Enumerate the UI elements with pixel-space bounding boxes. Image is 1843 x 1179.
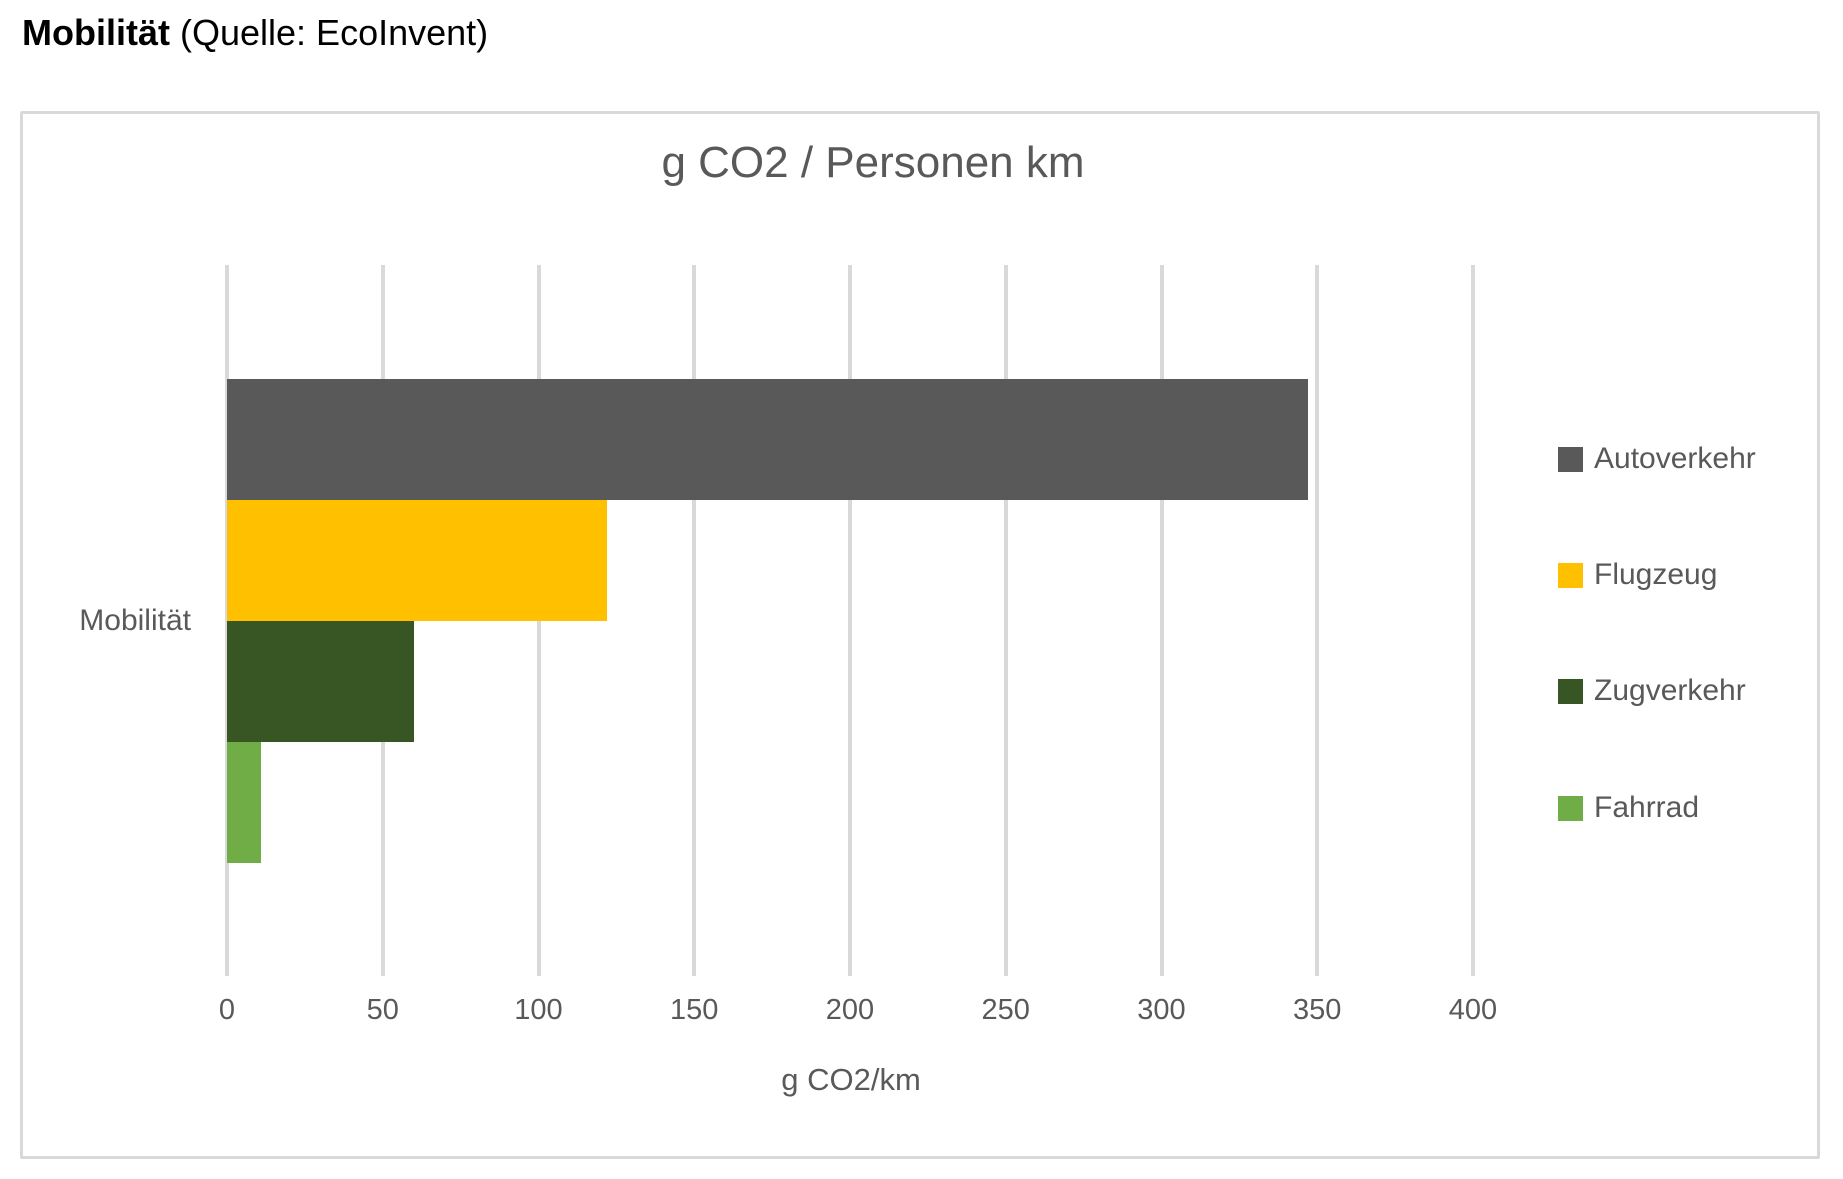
legend-label-zugverkehr: Zugverkehr <box>1594 674 1746 707</box>
chart-title: g CO2 / Personen km <box>661 138 1085 187</box>
legend-swatch-zugverkehr <box>1558 678 1583 704</box>
x-tick-350: 350 <box>1293 994 1342 1026</box>
legend-swatch-autoverkehr <box>1558 446 1583 472</box>
legend-swatch-flugzeug <box>1558 562 1583 588</box>
legend-label-flugzeug: Flugzeug <box>1594 558 1718 591</box>
x-tick-250: 250 <box>981 994 1030 1026</box>
legend-item-autoverkehr: Autoverkehr <box>1558 442 1756 476</box>
page-title: Mobilität (Quelle: EcoInvent) <box>22 12 488 54</box>
bar-fahrrad <box>227 742 262 863</box>
legend-item-zugverkehr: Zugverkehr <box>1558 674 1746 708</box>
bar-flugzeug <box>227 500 608 621</box>
x-tick-100: 100 <box>514 994 563 1026</box>
x-axis-title: g CO2/km <box>781 1062 921 1097</box>
gridline-x-150 <box>692 265 697 976</box>
legend-label-autoverkehr: Autoverkehr <box>1594 442 1756 475</box>
chart-area: g CO2 / Personen km Mobilität g CO2/km 0… <box>20 111 1820 1159</box>
x-tick-400: 400 <box>1448 994 1498 1026</box>
bar-zugverkehr <box>227 621 414 742</box>
gridline-x-200 <box>848 265 852 976</box>
y-axis-category-label: Mobilität <box>79 604 191 637</box>
page-title-subtitle: (Quelle: EcoInvent) <box>180 12 489 53</box>
x-tick-0: 0 <box>218 994 236 1026</box>
x-tick-300: 300 <box>1137 994 1186 1026</box>
gridline-x-250 <box>1003 265 1008 976</box>
legend-item-fahrrad: Fahrrad <box>1558 791 1699 825</box>
x-tick-50: 50 <box>366 994 399 1026</box>
x-tick-150: 150 <box>670 994 719 1026</box>
page-title-main: Mobilität <box>22 12 170 53</box>
legend-swatch-fahrrad <box>1558 795 1583 821</box>
x-tick-200: 200 <box>825 994 875 1026</box>
gridline-x-300 <box>1159 265 1164 976</box>
bar-autoverkehr <box>227 379 1308 500</box>
gridline-x-400 <box>1471 265 1475 976</box>
legend-label-fahrrad: Fahrrad <box>1594 791 1700 824</box>
legend-item-flugzeug: Flugzeug <box>1558 558 1717 592</box>
gridline-x-350 <box>1315 265 1320 976</box>
